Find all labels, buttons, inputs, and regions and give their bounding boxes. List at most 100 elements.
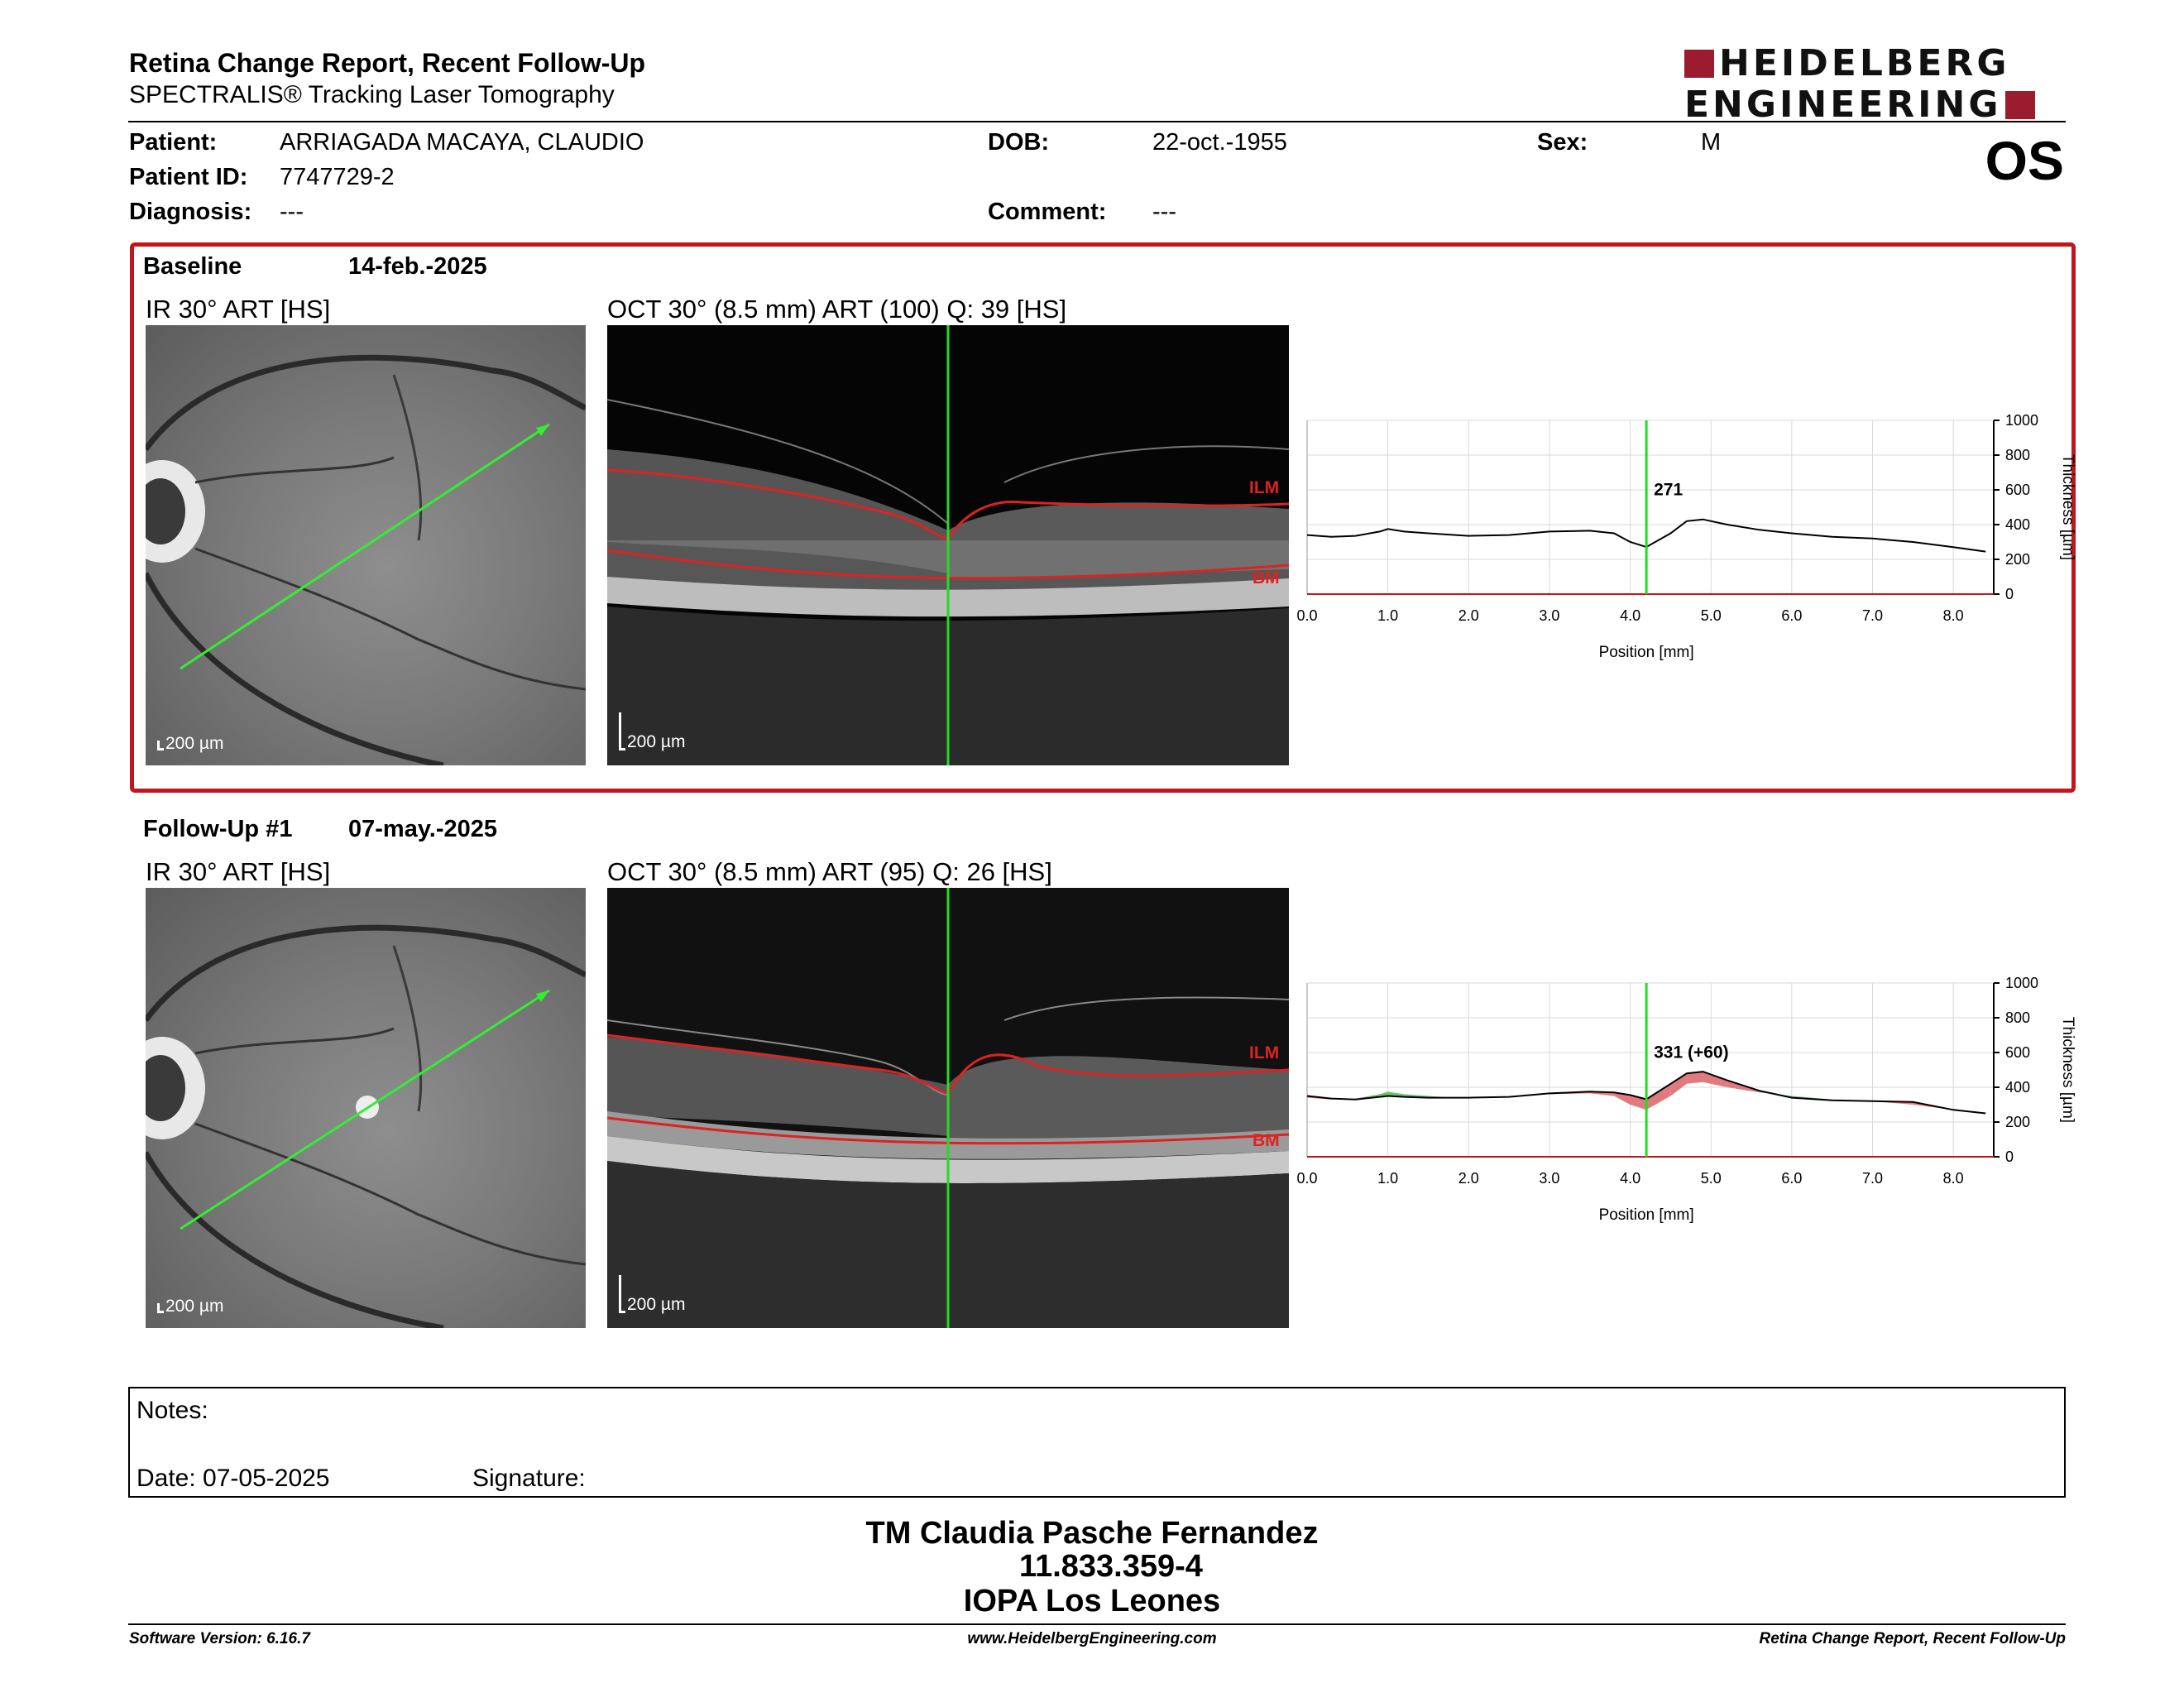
dob-label: DOB: <box>988 129 1050 156</box>
eye-indicator: OS <box>1985 130 2064 191</box>
x-tick-label: 0.0 <box>1296 607 1317 624</box>
thickness-series-line <box>1306 518 1986 553</box>
logo-line-1: HEIDELBERG <box>1684 43 2065 84</box>
scale-bar <box>157 741 164 750</box>
x-tick-label: 2.0 <box>1458 607 1479 624</box>
thickness-change-area <box>1670 1073 1687 1096</box>
followup-date: 07-may.-2025 <box>348 816 498 842</box>
followup-oct-label: OCT 30° (8.5 mm) ART (95) Q: 26 [HS] <box>607 857 1052 886</box>
x-tick-label: 5.0 <box>1701 1170 1722 1187</box>
y-tick-label: 600 <box>2005 1044 2030 1061</box>
x-tick-label: 0.0 <box>1296 1170 1317 1187</box>
followup-title: Follow-Up #1 <box>143 816 293 842</box>
x-tick-label: 2.0 <box>1458 1170 1479 1187</box>
followup-oct-bscan[interactable]: ILM BM 200 µm <box>607 888 1289 1328</box>
report-subtitle: SPECTRALIS® Tracking Laser Tomography <box>129 81 615 108</box>
notes-label: Notes: <box>136 1397 208 1424</box>
logo-square-icon <box>2004 91 2035 119</box>
y-tick-label: 400 <box>2005 1079 2030 1096</box>
patient-id-value: 7747729-2 <box>280 164 395 190</box>
x-tick-label: 3.0 <box>1539 607 1559 624</box>
y-axis-title: Thickness [µm] <box>2059 1017 2076 1123</box>
heidelberg-logo: HEIDELBERG ENGINEERING <box>1684 43 2065 126</box>
baseline-frame <box>130 242 2076 793</box>
sex-label: Sex: <box>1537 129 1588 156</box>
x-tick-label: 6.0 <box>1781 607 1802 624</box>
y-tick-label: 200 <box>2005 551 2030 568</box>
comment-label: Comment: <box>988 199 1107 225</box>
footer-divider <box>128 1623 2066 1625</box>
thickness-change-area <box>1646 1083 1671 1110</box>
x-tick-label: 3.0 <box>1539 1170 1559 1187</box>
report-title: Retina Change Report, Recent Follow-Up <box>129 48 646 78</box>
logo-line-2: ENGINEERING <box>1684 84 2065 126</box>
vessel <box>146 924 586 1023</box>
y-tick-label: 800 <box>2005 447 2030 463</box>
bm-label: BM <box>1252 1131 1280 1150</box>
x-tick-label: 1.0 <box>1377 1170 1398 1187</box>
scale-label: 200 µm <box>627 732 686 751</box>
scan-line <box>180 423 550 670</box>
footer-report-name: Retina Change Report, Recent Follow-Up <box>1759 1630 2066 1647</box>
baseline-oct-svg: ILM BM <box>607 325 1289 765</box>
x-tick-label: 4.0 <box>1620 607 1640 624</box>
y-tick-label: 800 <box>2005 1009 2030 1026</box>
baseline-ir-label: IR 30° ART [HS] <box>146 295 331 324</box>
x-tick-label: 6.0 <box>1781 1170 1802 1187</box>
baseline-fundus-svg <box>146 354 586 765</box>
x-tick-label: 8.0 <box>1943 1170 1964 1187</box>
baseline-oct-label: OCT 30° (8.5 mm) ART (100) Q: 39 [HS] <box>607 295 1067 324</box>
x-axis-title: Position [mm] <box>1599 1206 1694 1224</box>
y-tick-label: 200 <box>2005 1114 2030 1130</box>
bm-line <box>607 549 1289 580</box>
thickness-change-area <box>1686 1072 1703 1084</box>
y-tick-label: 0 <box>2005 586 2014 602</box>
ilm-label: ILM <box>1249 1043 1279 1062</box>
scale-label: 200 µm <box>165 734 224 753</box>
y-tick-label: 600 <box>2005 482 2030 498</box>
baseline-thickness-chart: 271 0.0 1.0 2.0 3.0 4.0 5.0 6.0 7.0 8.0 0 200 400 600… <box>1291 410 2085 674</box>
software-version: Software Version: 6.16.7 <box>129 1630 310 1647</box>
comment-value: --- <box>1152 199 1176 225</box>
scale-bar <box>619 1275 625 1313</box>
x-tick-label: 7.0 <box>1862 1170 1883 1187</box>
patient-label: Patient: <box>129 129 218 156</box>
signer-id: 11.833.359-4 <box>1019 1549 1203 1584</box>
followup-ir-fundus-image[interactable]: 200 µm <box>146 888 586 1328</box>
baseline-oct-bscan[interactable]: ILM BM 200 µm <box>607 325 1289 765</box>
y-tick-label: 400 <box>2005 516 2030 533</box>
y-tick-label: 0 <box>2005 1149 2014 1165</box>
baseline-thickness-svg: 271 0.0 1.0 2.0 3.0 4.0 5.0 6.0 7.0 8.0 0 200 400 600… <box>1296 412 2076 661</box>
thickness-change-area <box>1614 1092 1631 1105</box>
scale-label: 200 µm <box>165 1297 224 1316</box>
baseline-ir-fundus-image[interactable]: 200 µm <box>146 325 586 765</box>
baseline-date: 14-feb.-2025 <box>348 253 487 280</box>
patient-id-label: Patient ID: <box>129 164 248 190</box>
x-tick-label: 8.0 <box>1943 607 1964 624</box>
ilm-label: ILM <box>1249 478 1279 497</box>
scan-arrow-icon <box>536 990 549 1002</box>
x-tick-label: 4.0 <box>1620 1170 1640 1187</box>
x-tick-label: 7.0 <box>1862 607 1883 624</box>
notes-box[interactable]: Notes: Date: 07-05-2025 Signature: <box>128 1387 2066 1498</box>
diagnosis-label: Diagnosis: <box>129 199 252 225</box>
dob-value: 22-oct.-1955 <box>1152 129 1287 156</box>
followup-thickness-svg: 331 (+60) 0.0 1.0 2.0 3.0 4.0 5.0 6.0 7.0 8.0 0 200… <box>1296 975 2076 1224</box>
bm-line <box>607 1116 1289 1145</box>
header-divider <box>128 121 2066 122</box>
y-axis-title: Thickness [µm] <box>2059 454 2076 560</box>
followup-ir-label: IR 30° ART [HS] <box>146 857 331 886</box>
x-tick-label: 5.0 <box>1701 607 1722 624</box>
notes-date: Date: 07-05-2025 <box>136 1465 330 1492</box>
scale-label: 200 µm <box>627 1295 686 1314</box>
diagnosis-value: --- <box>280 199 304 225</box>
scan-line <box>180 989 550 1230</box>
website-link[interactable]: www.HeidelbergEngineering.com <box>967 1630 1217 1647</box>
bm-label: BM <box>1252 568 1280 587</box>
vessel <box>146 572 444 765</box>
logo-square-icon <box>1684 50 1714 78</box>
scale-bar <box>619 712 625 750</box>
x-axis-title: Position [mm] <box>1599 644 1694 661</box>
thickness-series-line <box>1306 1071 1986 1115</box>
x-tick-label: 1.0 <box>1377 607 1398 624</box>
